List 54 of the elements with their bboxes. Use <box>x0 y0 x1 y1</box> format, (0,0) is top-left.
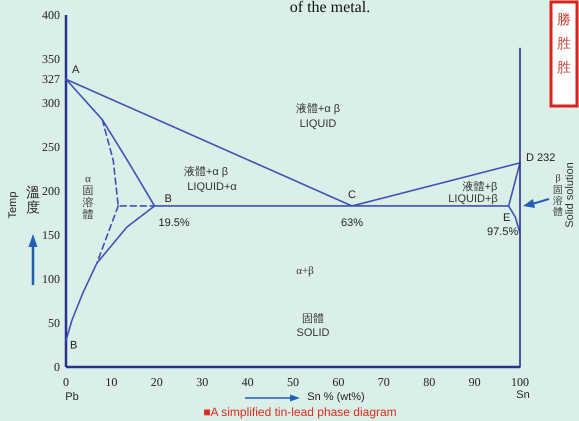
x-axis-title: Sn % (wt%) <box>307 391 365 403</box>
x-tick-label: 90 <box>468 375 481 389</box>
y-tick-label: 327 <box>42 72 60 86</box>
text: 勝 <box>557 12 571 28</box>
text: ■A simplified tin-lead phase diagram <box>203 405 397 419</box>
annotation: of the metal. <box>290 0 370 16</box>
text: Sn <box>516 389 530 401</box>
text: 胜 <box>557 36 571 52</box>
annotation: 固體 <box>302 313 324 325</box>
annotation: LIQUID+α <box>187 181 238 193</box>
x-tick-label: 30 <box>196 375 208 389</box>
annotation: α <box>85 173 92 185</box>
y-tick-label: 150 <box>42 228 60 242</box>
annotation: A <box>72 64 80 76</box>
y-tick-label: 50 <box>48 316 60 330</box>
annotation: C <box>348 188 356 201</box>
x-tick-label: 80 <box>423 375 436 389</box>
x-tick-label: 70 <box>378 375 390 389</box>
y-tick-label: 100 <box>42 272 60 286</box>
annotation: E <box>502 212 510 224</box>
x-tick-label: 0 <box>63 375 69 389</box>
y-tick-label: 200 <box>42 184 60 198</box>
y-tick-label: 400 <box>42 8 60 22</box>
text: 胜 <box>557 60 571 76</box>
x-tick-label: 50 <box>287 375 299 389</box>
text: 溫度 <box>26 184 40 215</box>
annotation: 固溶體 <box>82 185 94 221</box>
annotation: 液體+α β <box>184 165 228 178</box>
x-tick-label: 100 <box>511 375 529 389</box>
y-tick-label: 250 <box>42 140 60 154</box>
x-tick-label: 10 <box>105 375 118 389</box>
text: 固溶體 <box>553 185 563 218</box>
annotation: 19.5% <box>158 216 190 229</box>
annotation: LIQUID <box>300 118 336 130</box>
x-tick-label: 60 <box>332 375 344 389</box>
annotation: B <box>164 192 172 205</box>
text: Pb <box>65 391 79 403</box>
x-tick-label: 20 <box>150 375 163 389</box>
y-tick-label: 0 <box>54 360 60 374</box>
annotation: D 232 <box>526 152 556 164</box>
y-tick-label: 350 <box>42 52 60 66</box>
annotation: SOLID <box>296 327 330 339</box>
x-tick-label: 40 <box>242 375 254 389</box>
annotation: 63% <box>341 216 364 229</box>
annotation: B <box>70 340 78 352</box>
y-tick-label: 300 <box>42 96 60 110</box>
annotation: 液體+α β <box>296 102 340 115</box>
text: Solid solution <box>564 162 576 228</box>
y-axis-title: Temp <box>7 192 19 218</box>
annotation: α+β <box>296 265 314 277</box>
text: β <box>555 173 561 184</box>
annotation: 液體+β <box>462 180 498 193</box>
annotation: 97.5% <box>487 226 518 238</box>
annotation: LIQUID+β <box>448 193 498 205</box>
